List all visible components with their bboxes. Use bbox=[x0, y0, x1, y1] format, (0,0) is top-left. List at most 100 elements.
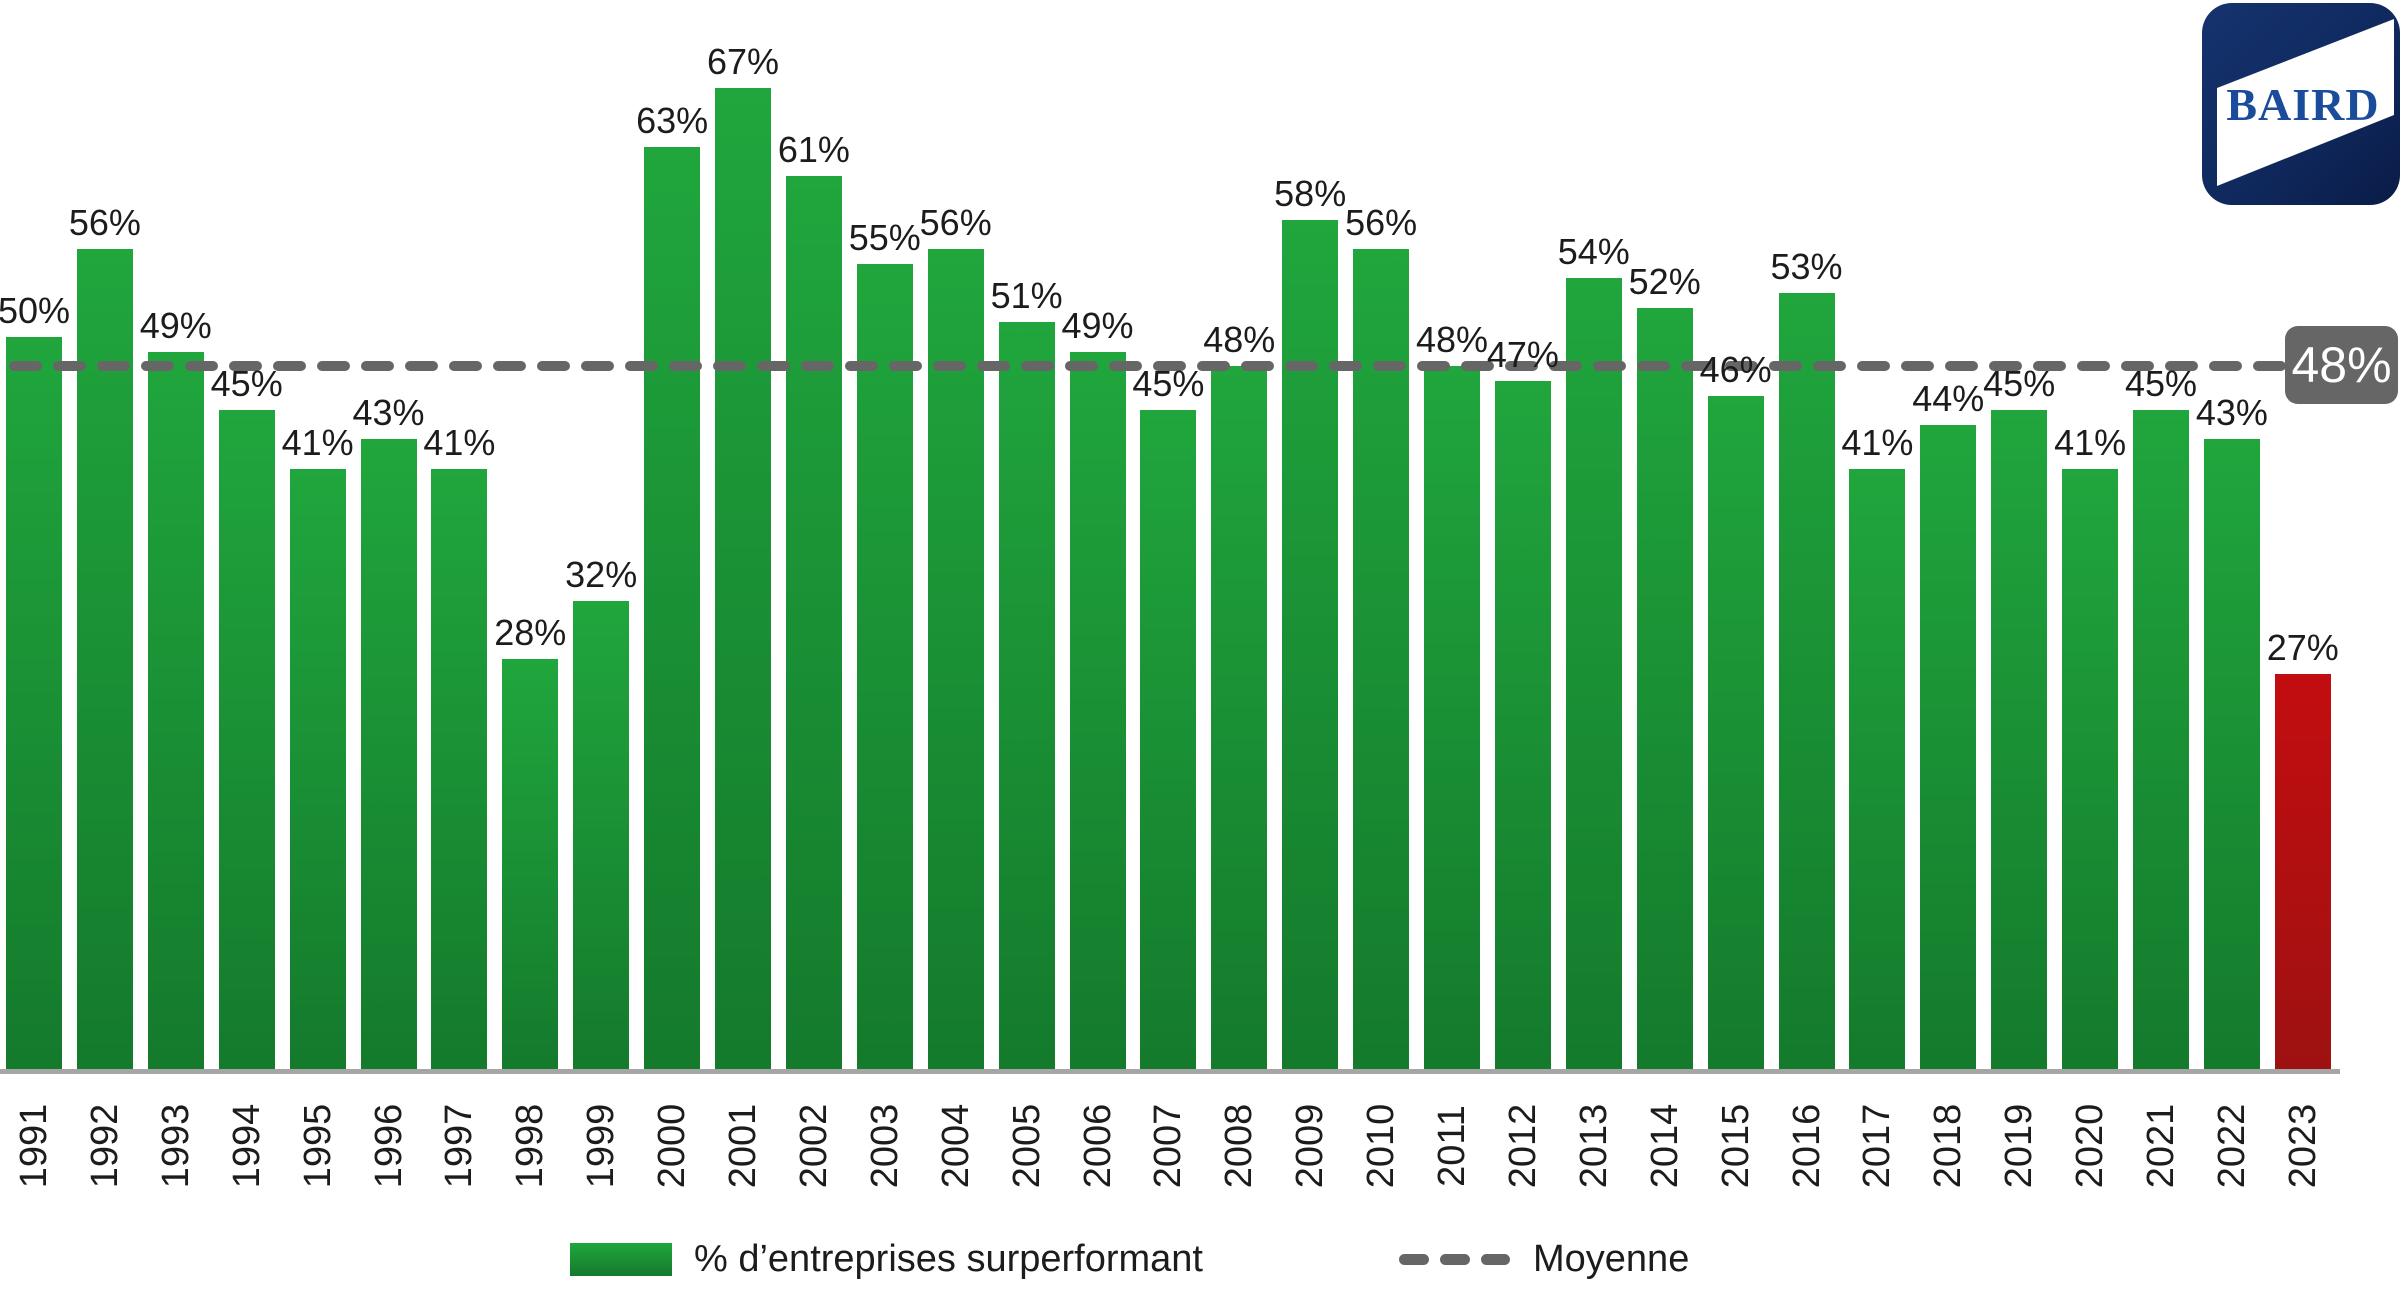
value-label-1994: 45% bbox=[210, 363, 283, 404]
bar-1996 bbox=[360, 439, 417, 1069]
x-axis-label-2018: 2018 bbox=[1927, 1103, 1970, 1189]
bar-2023 bbox=[2274, 674, 2331, 1069]
x-axis-label-2019: 2019 bbox=[1998, 1103, 2041, 1189]
baird-logo-text: BAIRD bbox=[2226, 79, 2379, 130]
x-axis-label-2001: 2001 bbox=[722, 1103, 764, 1189]
bar-2017 bbox=[1849, 469, 1906, 1069]
bar-2001 bbox=[715, 88, 771, 1069]
x-axis-label-2016: 2016 bbox=[1785, 1103, 1828, 1189]
x-axis-label-2006: 2006 bbox=[1076, 1103, 1119, 1189]
legend-series-label: % d’entreprises surperformant bbox=[694, 1237, 1203, 1280]
x-axis-label-2022: 2022 bbox=[2210, 1103, 2253, 1189]
x-axis-label-2013: 2013 bbox=[1572, 1103, 1615, 1189]
value-label-2001: 67% bbox=[706, 41, 780, 82]
x-axis-label-2009: 2009 bbox=[1289, 1103, 1332, 1189]
value-label-2007: 45% bbox=[1132, 363, 1205, 404]
x-axis-label-2017: 2017 bbox=[1856, 1103, 1899, 1189]
x-axis-label-2008: 2008 bbox=[1218, 1103, 1261, 1189]
baird-logo: BAIRD bbox=[2201, 2, 2401, 206]
legend-dash-swatch bbox=[1399, 1253, 1510, 1265]
value-label-1992: 56% bbox=[68, 202, 141, 243]
bar-2019 bbox=[1991, 410, 2048, 1069]
value-label-2000: 63% bbox=[636, 100, 709, 141]
x-axis-label-2003: 2003 bbox=[863, 1103, 906, 1189]
value-label-1995: 41% bbox=[281, 422, 354, 463]
baird-logo-band bbox=[2217, 19, 2394, 186]
value-label-2002: 61% bbox=[777, 129, 850, 170]
bar-1993 bbox=[147, 352, 204, 1069]
value-label-2004: 56% bbox=[919, 202, 992, 243]
bar-1997 bbox=[431, 469, 488, 1069]
x-axis-label-2014: 2014 bbox=[1643, 1103, 1686, 1189]
x-axis-label-2011: 2011 bbox=[1431, 1105, 1473, 1187]
legend-swatch-green bbox=[570, 1242, 672, 1276]
value-label-1996: 43% bbox=[352, 392, 425, 433]
x-axis-label-1993: 1993 bbox=[154, 1103, 197, 1189]
value-label-1997: 41% bbox=[423, 422, 496, 463]
value-label-2018: 44% bbox=[1912, 378, 1985, 419]
bar-2013 bbox=[1565, 278, 1622, 1069]
legend-item-average: Moyenne bbox=[1398, 1234, 1689, 1284]
bar-2012 bbox=[1494, 381, 1551, 1069]
x-axis-label-2020: 2020 bbox=[2069, 1103, 2112, 1189]
x-axis-label-1996: 1996 bbox=[367, 1103, 410, 1189]
x-axis-label-2007: 2007 bbox=[1147, 1103, 1190, 1189]
value-label-1999: 32% bbox=[565, 554, 638, 595]
value-label-2012: 47% bbox=[1486, 334, 1559, 375]
x-axis-label-1992: 1992 bbox=[83, 1103, 126, 1189]
bar-2016 bbox=[1778, 293, 1835, 1069]
x-axis-label-1998: 1998 bbox=[509, 1103, 552, 1189]
bar-1995 bbox=[289, 469, 346, 1069]
bar-1992 bbox=[76, 249, 133, 1069]
x-axis-label-1995: 1995 bbox=[296, 1103, 339, 1189]
legend: % d’entreprises surperformant Moyenne bbox=[0, 1234, 2403, 1284]
legend-item-series: % d’entreprises surperformant bbox=[570, 1234, 1203, 1284]
x-axis-label-2021: 2021 bbox=[2140, 1103, 2182, 1189]
value-label-2014: 52% bbox=[1628, 261, 1701, 302]
bar-1998 bbox=[502, 659, 559, 1069]
value-label-2011: 48% bbox=[1415, 319, 1489, 360]
legend-average-label: Moyenne bbox=[1533, 1237, 1690, 1280]
value-label-2023: 27% bbox=[2266, 627, 2339, 668]
value-label-1993: 49% bbox=[139, 305, 212, 346]
x-axis-label-2005: 2005 bbox=[1005, 1103, 1048, 1189]
value-label-2008: 48% bbox=[1203, 319, 1276, 360]
x-axis-label-2023: 2023 bbox=[2281, 1103, 2324, 1189]
bar-2006 bbox=[1069, 352, 1126, 1069]
value-label-2010: 56% bbox=[1345, 202, 1418, 243]
bar-2002 bbox=[785, 176, 842, 1069]
x-axis-label-2010: 2010 bbox=[1360, 1103, 1403, 1189]
value-label-1991: 50% bbox=[0, 290, 71, 331]
bar-2021 bbox=[2133, 410, 2189, 1069]
x-axis-label-2004: 2004 bbox=[934, 1103, 977, 1189]
baird-logo-graphic: BAIRD bbox=[2202, 3, 2400, 205]
value-label-2005: 51% bbox=[990, 275, 1063, 316]
bar-2022 bbox=[2203, 439, 2260, 1069]
x-axis-label-1994: 1994 bbox=[225, 1103, 268, 1189]
bar-1999 bbox=[573, 601, 630, 1069]
value-label-2022: 43% bbox=[2195, 392, 2268, 433]
bar-2003 bbox=[856, 264, 913, 1069]
bar-2011 bbox=[1424, 366, 1480, 1069]
x-axis-label-1997: 1997 bbox=[438, 1103, 481, 1189]
bar-1991 bbox=[6, 337, 62, 1069]
value-label-2003: 55% bbox=[848, 217, 921, 258]
value-label-1998: 28% bbox=[494, 612, 567, 653]
bar-2007 bbox=[1140, 410, 1197, 1069]
x-axis-label-1999: 1999 bbox=[580, 1103, 623, 1189]
x-axis-label-2015: 2015 bbox=[1714, 1103, 1757, 1189]
bar-2015 bbox=[1707, 396, 1764, 1069]
bar-2014 bbox=[1636, 308, 1693, 1069]
bar-2000 bbox=[644, 147, 701, 1069]
value-label-2013: 54% bbox=[1557, 231, 1630, 272]
value-label-2017: 41% bbox=[1841, 422, 1914, 463]
x-axis-label-2000: 2000 bbox=[651, 1103, 694, 1189]
value-label-2009: 58% bbox=[1274, 173, 1347, 214]
bar-2010 bbox=[1353, 249, 1410, 1069]
x-axis-label-1991: 1991 bbox=[13, 1103, 55, 1189]
bar-2020 bbox=[2062, 469, 2119, 1069]
bar-2018 bbox=[1920, 425, 1977, 1069]
x-axis-line bbox=[0, 1069, 2340, 1074]
value-label-2016: 53% bbox=[1770, 246, 1843, 287]
